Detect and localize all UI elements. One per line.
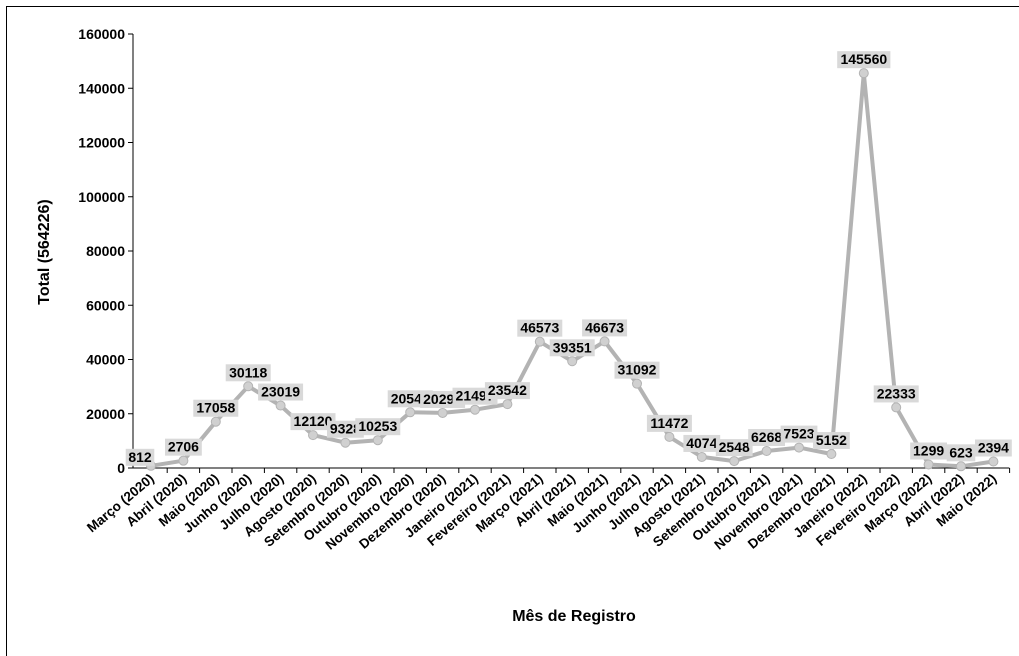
- data-point: [372, 435, 383, 446]
- data-label-bg: [873, 385, 919, 403]
- y-tick-label: 100000: [78, 189, 125, 205]
- data-label-bg: [582, 319, 628, 337]
- data-label-bg: [258, 383, 304, 401]
- data-label: 20542: [391, 390, 430, 406]
- data-label-bg: [290, 413, 336, 431]
- y-tick-label: 0: [117, 460, 125, 476]
- data-label-bg: [780, 425, 818, 443]
- chart-frame: [6, 6, 1019, 656]
- data-point: [210, 416, 221, 427]
- data-point: [178, 455, 189, 466]
- data-point: [891, 402, 902, 413]
- y-tick-label: 60000: [86, 297, 125, 313]
- data-label-bg: [355, 418, 401, 436]
- data-point: [308, 430, 318, 441]
- data-point: [826, 449, 837, 460]
- data-label: 2394: [978, 440, 1009, 456]
- data-point: [567, 356, 578, 367]
- data-point: [923, 459, 934, 470]
- data-label: 812: [128, 449, 152, 465]
- data-point: [340, 437, 351, 448]
- data-label-bg: [813, 432, 850, 450]
- data-label-bg: [125, 448, 155, 466]
- data-label-bg: [549, 339, 595, 357]
- data-label-bg: [327, 420, 364, 438]
- data-label: 5152: [816, 432, 847, 448]
- x-axis-title: Mês de Registro: [512, 608, 636, 625]
- series-line: [146, 68, 999, 472]
- data-label: 23019: [261, 384, 300, 400]
- data-label: 10253: [358, 418, 397, 434]
- data-label-bg: [614, 361, 660, 379]
- data-point: [470, 404, 480, 415]
- data-point: [956, 461, 966, 472]
- data-label: 31092: [618, 362, 657, 378]
- data-label: 4074: [686, 435, 717, 451]
- data-label: 22333: [877, 385, 916, 401]
- data-label: 145560: [840, 51, 887, 67]
- y-tick-label: 160000: [78, 26, 125, 42]
- data-point: [405, 407, 416, 418]
- data-point: [437, 407, 448, 418]
- y-tick-label: 140000: [78, 80, 125, 96]
- axes: 0 20000 40000 60000 80000 100000 120000 140000 1…: [78, 26, 1011, 553]
- data-point: [794, 442, 804, 453]
- y-tick-label: 20000: [86, 406, 125, 422]
- data-label-bg: [683, 434, 721, 452]
- data-label: 39351: [553, 339, 592, 355]
- data-label-bg: [517, 319, 563, 337]
- data-label-bg: [193, 399, 239, 417]
- data-label: 21497: [456, 388, 495, 404]
- data-label: 2706: [168, 439, 199, 455]
- data-point: [664, 431, 675, 442]
- data-point: [275, 400, 286, 411]
- data-point: [632, 378, 642, 389]
- y-tick-label: 120000: [78, 135, 125, 151]
- data-point: [243, 381, 254, 392]
- data-label-bg: [946, 444, 976, 462]
- data-label: 7523: [783, 426, 814, 442]
- data-label-bg: [748, 428, 785, 446]
- data-label-bg: [910, 442, 947, 460]
- data-label-bg: [646, 414, 692, 432]
- data-label: 623: [949, 444, 973, 460]
- data-point: [858, 68, 869, 79]
- data-label: 46573: [520, 320, 559, 336]
- data-label: 2548: [719, 439, 750, 455]
- data-point: [696, 451, 707, 462]
- data-label-bg: [225, 364, 271, 382]
- y-axis-title: Total (564226): [36, 199, 53, 305]
- data-point: [534, 336, 545, 347]
- data-label-bg: [715, 439, 753, 457]
- data-label: 12120: [294, 413, 333, 429]
- data-label: 30118: [229, 364, 267, 380]
- data-label-bg: [484, 382, 530, 400]
- data-label: 6268: [751, 429, 782, 445]
- y-tick-label: 80000: [86, 243, 125, 259]
- data-label: 11472: [650, 415, 688, 431]
- data-point: [761, 445, 772, 456]
- data-label: 9328: [330, 421, 361, 437]
- data-label-bg: [837, 51, 891, 69]
- data-label: 46673: [585, 319, 624, 335]
- data-point: [599, 336, 610, 347]
- data-point: [502, 399, 513, 410]
- data-point: [729, 456, 740, 467]
- data-label: 20296: [423, 391, 462, 407]
- y-tick-label: 40000: [86, 352, 125, 368]
- data-label: 23542: [488, 382, 527, 398]
- data-point: [988, 456, 999, 467]
- data-label: 17058: [196, 400, 235, 416]
- data-label: 1299: [913, 442, 944, 458]
- data-label-bg: [975, 439, 1012, 457]
- data-label-bg: [165, 438, 202, 456]
